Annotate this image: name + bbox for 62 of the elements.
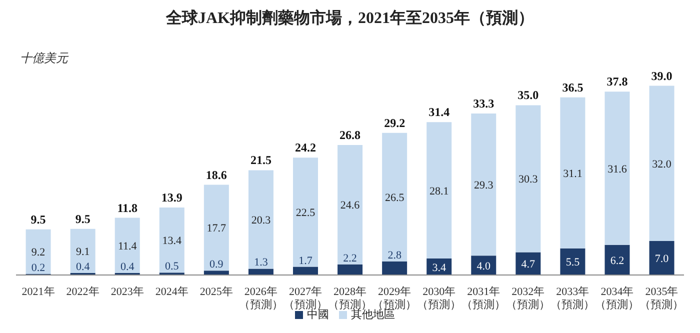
- total-label: 37.8: [606, 74, 628, 89]
- x-tick-label: 2026年（預測）: [238, 286, 283, 311]
- x-tick-label: 2023年: [110, 286, 144, 298]
- legend-label: 中國: [307, 309, 329, 321]
- total-label: 13.9: [161, 190, 182, 205]
- data-label: 20.3: [251, 214, 272, 226]
- x-tick-label: 2027年（預測）: [283, 286, 328, 311]
- data-label: 22.5: [296, 207, 316, 220]
- data-label: 24.6: [340, 200, 360, 212]
- data-label: 0.4: [76, 261, 90, 274]
- total-label: 9.5: [30, 212, 46, 226]
- data-label: 2.8: [388, 249, 402, 262]
- chart-title: 全球JAK抑制劑藥物市場，2021年至2035年（預測）: [164, 8, 535, 29]
- data-label: 2.2: [343, 252, 357, 264]
- total-label: 9.5: [75, 212, 90, 226]
- data-label: 0.4: [120, 261, 135, 274]
- data-label: 31.6: [608, 163, 628, 176]
- x-tick-label: 2035年（預測）: [640, 286, 684, 311]
- data-label: 30.3: [518, 174, 538, 186]
- x-tick-label: 2021年: [22, 286, 55, 298]
- data-label: 9.2: [31, 246, 46, 259]
- x-tick-label: 2033年（預測）: [550, 286, 595, 311]
- data-label: 29.3: [474, 180, 494, 192]
- data-label: 13.4: [162, 235, 182, 248]
- total-label: 26.8: [340, 128, 361, 142]
- total-label: 18.6: [206, 168, 227, 182]
- total-label: 11.8: [117, 200, 138, 215]
- data-label: 0.2: [31, 262, 46, 274]
- x-tick-label: 2031年（預測）: [462, 286, 506, 311]
- data-label: 4.0: [476, 260, 492, 272]
- data-label: 1.3: [254, 256, 268, 269]
- total-label: 39.0: [651, 68, 672, 83]
- data-label: 9.1: [76, 246, 90, 258]
- total-label: 33.3: [473, 96, 494, 110]
- data-label: 0.9: [210, 258, 224, 271]
- total-label: 29.2: [384, 116, 406, 130]
- x-tick-label: 2025年: [200, 286, 233, 298]
- data-label: 17.7: [206, 222, 227, 235]
- total-label: 36.5: [562, 80, 584, 94]
- data-label: 32.0: [652, 158, 672, 170]
- data-label: 3.4: [432, 262, 446, 274]
- data-label: 5.5: [566, 256, 580, 269]
- x-tick-label: 2022年: [66, 286, 100, 298]
- x-tick-label: 2030年（預測）: [417, 286, 462, 311]
- x-tick-label: 2034年（預測）: [595, 286, 640, 311]
- data-label: 1.7: [298, 254, 313, 267]
- y-axis-title: 十億美元: [20, 50, 68, 67]
- total-label: 35.0: [518, 88, 539, 102]
- total-label: 21.5: [250, 153, 272, 168]
- total-label: 24.2: [294, 140, 316, 155]
- data-label: 6.2: [610, 254, 624, 267]
- x-tick-label: 2032年（預測）: [506, 286, 550, 311]
- data-label: 28.1: [429, 185, 449, 198]
- data-label: 31.1: [563, 168, 582, 180]
- legend-label: 其他地區: [351, 309, 395, 321]
- total-label: 31.4: [428, 105, 450, 120]
- data-label: 11.4: [118, 240, 138, 252]
- data-label: 4.7: [521, 258, 536, 271]
- data-label: 0.5: [165, 260, 180, 273]
- data-label: 26.5: [384, 192, 405, 204]
- x-tick-label: 2024年: [155, 286, 188, 298]
- data-label: 7.0: [654, 253, 670, 266]
